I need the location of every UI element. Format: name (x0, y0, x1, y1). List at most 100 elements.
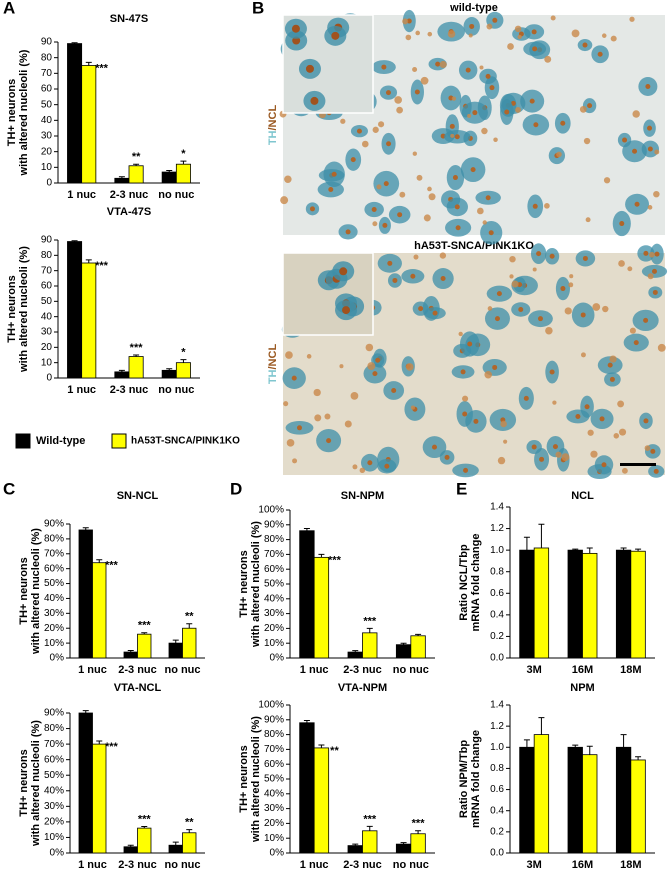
nucleus (569, 274, 574, 279)
nucleolus (470, 167, 476, 173)
bar (519, 549, 535, 659)
y-tick-label: 30 (41, 131, 53, 142)
nucleolus (310, 96, 319, 105)
nucleus (428, 193, 436, 201)
nucleolus (580, 312, 586, 318)
y-tick-label: 50 (41, 296, 53, 307)
y-tick-label: 90% (264, 714, 284, 725)
nucleus (352, 464, 358, 470)
error-bar (586, 547, 593, 554)
nucleus (603, 177, 611, 184)
nucleolus (597, 51, 603, 57)
bar (92, 743, 107, 854)
bar (395, 843, 412, 854)
y-tick-label: 50 (41, 99, 53, 110)
significance-label: *** (105, 741, 119, 753)
nucleolus (454, 204, 460, 210)
nucleus (629, 16, 635, 22)
nucleus (544, 203, 550, 209)
nucleolus (537, 316, 543, 322)
nucleus (359, 467, 366, 474)
y-tick-label: 0.6 (490, 784, 504, 795)
nucleus (402, 18, 409, 25)
inset (282, 252, 374, 336)
bar (567, 746, 583, 854)
y-tick-label: 60 (41, 281, 53, 292)
nucleus (283, 401, 289, 407)
error-bar (127, 844, 134, 847)
nucleolus (496, 291, 502, 297)
bar (582, 754, 598, 854)
nucleus (458, 331, 463, 337)
nucleolus (345, 229, 351, 235)
significance-label: *** (363, 615, 377, 627)
nucleus (372, 221, 378, 227)
nucleolus (410, 273, 416, 279)
nucleolus (494, 316, 500, 322)
y-tick-label: 80% (44, 534, 64, 545)
error-bar (71, 42, 78, 44)
bar (168, 642, 183, 659)
y-axis-label: Ratio NCL/Tbp (458, 544, 470, 621)
nucleolus (643, 317, 649, 323)
nucleolus (654, 251, 660, 257)
bar (533, 734, 550, 854)
y-tick-label: 60% (264, 564, 284, 575)
error-bar (180, 160, 187, 165)
y-tick-label: 40 (41, 115, 53, 126)
y-tick-label: 80% (44, 723, 64, 734)
nucleus (396, 106, 403, 114)
y-tick-label: 50% (264, 579, 284, 590)
error-bar (523, 739, 530, 748)
nucleolus (529, 98, 535, 104)
nucleus (613, 433, 620, 439)
nucleus (462, 395, 469, 402)
bar (347, 845, 363, 854)
bar (114, 371, 130, 379)
y-tick-label: 70 (41, 265, 53, 276)
bar (81, 65, 97, 184)
y-tick-label: 90% (44, 708, 64, 719)
nucleolus (575, 413, 581, 419)
error-bar (318, 553, 325, 558)
nucleolus (536, 251, 542, 257)
x-tick-label: 16M (572, 664, 593, 676)
y-tick-label: 0% (50, 653, 65, 664)
nucleus (514, 25, 522, 33)
bar (67, 43, 83, 184)
nucleolus (371, 207, 377, 213)
y-tick-label: 0 (46, 178, 52, 189)
bar (362, 830, 378, 854)
error-bar (620, 547, 627, 551)
nucleolus (560, 120, 566, 126)
legend-swatch (111, 433, 127, 449)
nucleus (654, 149, 660, 155)
nucleus (552, 400, 557, 405)
bar (615, 746, 632, 854)
y-axis-label: with altered nucleoli (%) (18, 49, 30, 176)
nucleolus (531, 444, 537, 450)
y-tick-label: 10% (44, 638, 64, 649)
y-tick-label: 0% (270, 653, 285, 664)
error-bar (186, 623, 193, 629)
y-tick-label: 10% (264, 833, 284, 844)
nucleolus (651, 268, 657, 274)
significance-label: *** (95, 260, 109, 272)
nucleolus (309, 206, 315, 212)
nucleolus (382, 222, 388, 228)
nucleolus (485, 195, 491, 201)
y-tick-label: 1.0 (490, 545, 504, 556)
nucleus (644, 445, 651, 451)
nucleus (487, 306, 493, 311)
y-tick-label: 1.2 (490, 721, 504, 732)
error-bar (180, 359, 187, 363)
nucleolus (452, 175, 458, 181)
y-tick-label: 0.2 (490, 826, 504, 837)
bar (615, 549, 632, 659)
y-axis-label: with altered nucleoli (%) (250, 521, 262, 648)
chart-title: VTA-NCL (114, 682, 162, 694)
y-tick-label: 80% (264, 729, 284, 740)
nucleus (427, 186, 432, 192)
nucleolus (342, 306, 351, 315)
y-axis-label: TH+ neurons (18, 749, 30, 817)
